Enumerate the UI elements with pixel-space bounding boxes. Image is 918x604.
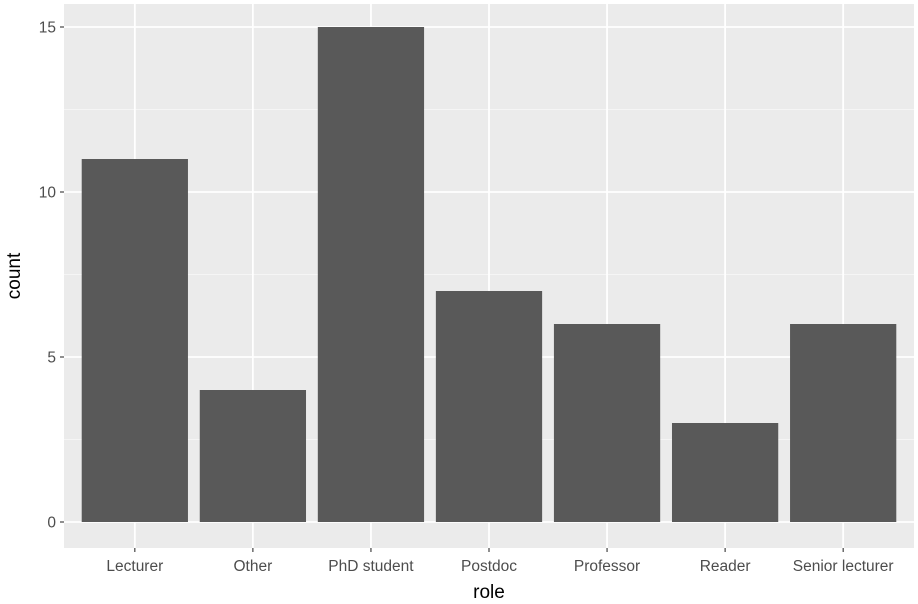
bar	[435, 291, 543, 522]
x-tick-label: Senior lecturer	[793, 558, 894, 575]
y-tick-label: 15	[39, 20, 56, 37]
y-tick-label: 10	[39, 185, 57, 202]
x-tick-label: Reader	[700, 558, 751, 575]
y-axis-title: count	[4, 252, 25, 299]
x-tick-label: Lecturer	[106, 558, 163, 575]
x-axis-title: role	[473, 582, 505, 603]
bar	[199, 390, 307, 522]
x-tick-label: Postdoc	[461, 558, 517, 575]
bar	[317, 27, 425, 522]
bar	[553, 324, 661, 522]
y-axis: 0 5 10 15	[39, 20, 64, 532]
x-tick-label: PhD student	[328, 558, 414, 575]
bars	[81, 27, 897, 522]
x-axis: Lecturer Other PhD student Postdoc Professor…	[106, 548, 894, 575]
x-tick-label: Other	[234, 558, 273, 575]
x-tick-label: Professor	[574, 558, 640, 575]
y-tick-label: 5	[47, 350, 56, 367]
bar	[790, 324, 897, 522]
bar	[81, 159, 188, 522]
y-tick-label: 0	[47, 515, 56, 532]
bar	[671, 423, 779, 522]
